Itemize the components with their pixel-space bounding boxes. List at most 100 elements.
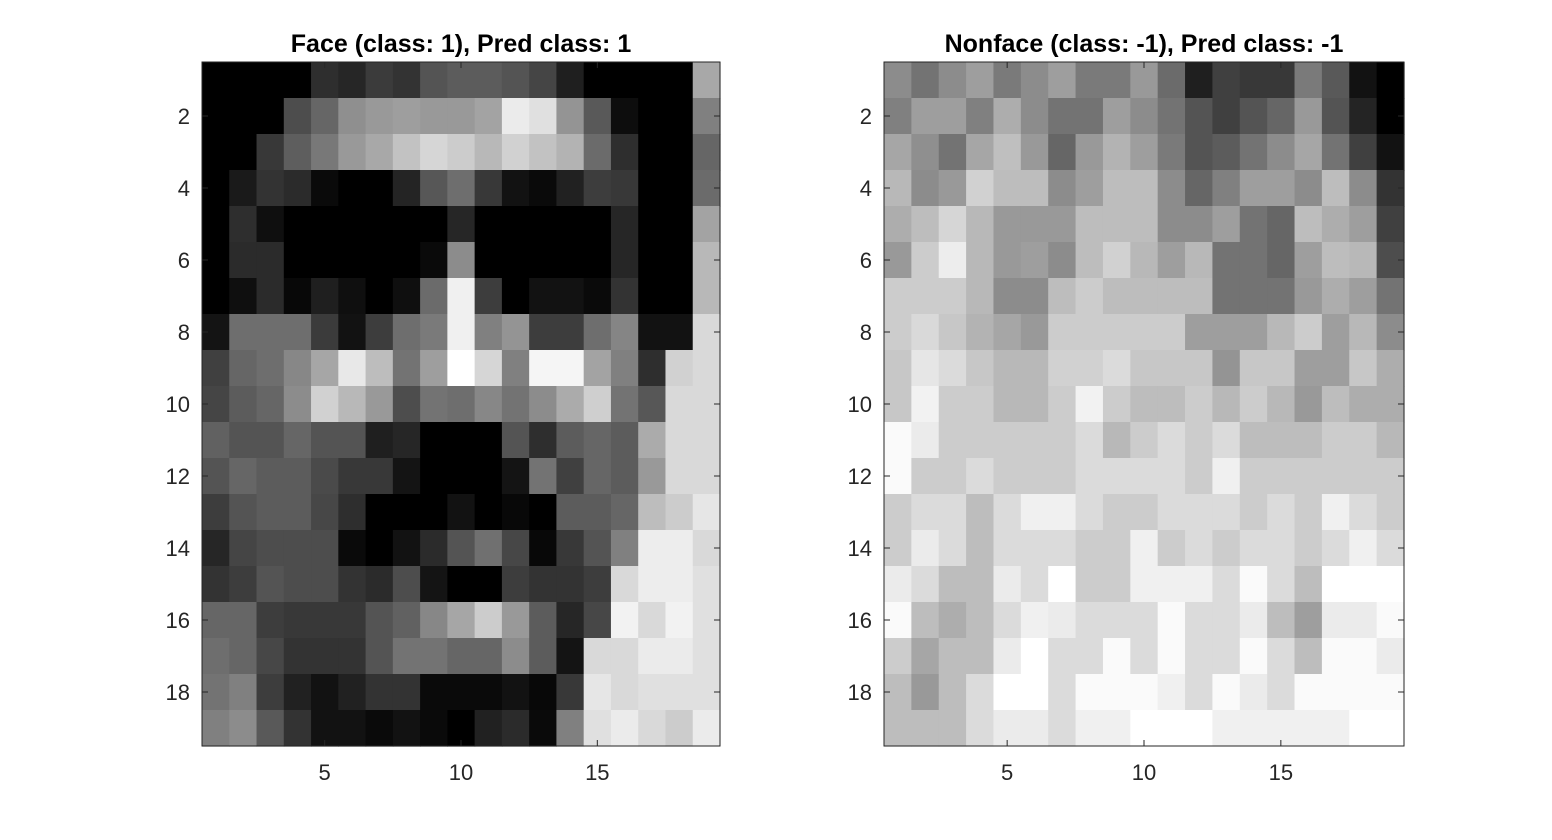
- face-pixel-r15-c16: [610, 566, 639, 603]
- nonface-pixel-r15-c8: [1075, 566, 1104, 603]
- face-pixel-r1-c19: [692, 62, 721, 99]
- nonface-pixel-r15-c9: [1102, 566, 1131, 603]
- face-pixel-r18-c15: [583, 674, 612, 711]
- face-pixel-r15-c11: [474, 566, 503, 603]
- face-x-tick-label-15: 15: [585, 760, 609, 785]
- face-pixel-r10-c4: [283, 386, 312, 423]
- face-pixel-r11-c8: [392, 422, 421, 459]
- face-pixel-r11-c14: [556, 422, 585, 459]
- nonface-pixel-r10-c9: [1102, 386, 1131, 423]
- nonface-pixel-r9-c6: [1020, 350, 1049, 387]
- face-pixel-r8-c2: [229, 314, 258, 351]
- face-pixel-r6-c9: [420, 242, 448, 279]
- nonface-pixel-r19-c8: [1075, 710, 1104, 747]
- face-pixel-r10-c12: [501, 386, 530, 423]
- face-pixel-r12-c3: [256, 458, 285, 495]
- face-pixel-r7-c9: [420, 278, 448, 315]
- face-pixel-r10-c11: [474, 386, 503, 423]
- face-pixel-r3-c10: [447, 134, 476, 171]
- nonface-pixel-r18-c2: [911, 674, 940, 711]
- nonface-pixel-r15-c15: [1267, 566, 1296, 603]
- face-pixel-r12-c13: [529, 458, 558, 495]
- nonface-pixel-r5-c8: [1075, 206, 1104, 243]
- face-pixel-r9-c4: [283, 350, 312, 387]
- nonface-pixel-r14-c4: [966, 530, 995, 567]
- nonface-pixel-r16-c7: [1048, 602, 1077, 639]
- face-pixel-r5-c15: [583, 206, 612, 243]
- face-pixel-r9-c7: [365, 350, 394, 387]
- face-y-tick-label-6: 6: [178, 248, 190, 273]
- nonface-pixel-r8-c4: [966, 314, 995, 351]
- nonface-pixel-r4-c8: [1075, 170, 1104, 207]
- face-pixel-r2-c2: [229, 98, 258, 135]
- face-pixel-r3-c3: [256, 134, 285, 171]
- nonface-pixel-r3-c19: [1376, 134, 1405, 171]
- nonface-pixel-r18-c7: [1048, 674, 1077, 711]
- face-pixel-r1-c15: [583, 62, 612, 99]
- nonface-pixel-r14-c6: [1020, 530, 1049, 567]
- face-pixel-r13-c16: [610, 494, 639, 531]
- nonface-pixel-r18-c8: [1075, 674, 1104, 711]
- face-pixel-r11-c16: [610, 422, 639, 459]
- face-panel: Face (class: 1), Pred class: 1 5 10 15 2 4 6…: [166, 30, 721, 785]
- nonface-pixel-r11-c5: [993, 422, 1022, 459]
- nonface-pixel-r15-c4: [966, 566, 995, 603]
- face-pixel-r3-c4: [283, 134, 312, 171]
- face-pixel-r2-c5: [311, 98, 339, 135]
- face-pixel-r12-c18: [665, 458, 694, 495]
- face-pixel-r8-c5: [311, 314, 339, 351]
- nonface-pixel-r13-c7: [1048, 494, 1077, 531]
- nonface-pixel-r8-c7: [1048, 314, 1077, 351]
- face-pixel-r5-c11: [474, 206, 503, 243]
- face-pixel-r12-c12: [501, 458, 530, 495]
- nonface-pixel-r10-c12: [1185, 386, 1214, 423]
- face-pixel-r17-c10: [447, 638, 476, 675]
- nonface-y-tick-label-18: 18: [848, 680, 872, 705]
- nonface-pixel-r1-c2: [911, 62, 940, 99]
- nonface-pixel-r19-c11: [1157, 710, 1186, 747]
- face-pixel-r8-c16: [610, 314, 639, 351]
- face-pixel-r19-c14: [556, 710, 585, 747]
- nonface-pixel-r7-c12: [1185, 278, 1214, 315]
- face-pixel-r10-c14: [556, 386, 585, 423]
- face-pixel-r1-c10: [447, 62, 476, 99]
- face-pixel-r18-c11: [474, 674, 503, 711]
- face-pixel-r4-c6: [338, 170, 367, 207]
- nonface-pixel-r14-c7: [1048, 530, 1077, 567]
- nonface-pixel-r6-c12: [1185, 242, 1214, 279]
- nonface-pixel-r9-c17: [1321, 350, 1350, 387]
- face-pixel-r16-c16: [610, 602, 639, 639]
- nonface-pixel-r5-c9: [1102, 206, 1131, 243]
- face-pixel-r7-c11: [474, 278, 503, 315]
- face-pixel-r4-c2: [229, 170, 258, 207]
- nonface-pixel-r2-c17: [1321, 98, 1350, 135]
- nonface-pixel-r15-c13: [1212, 566, 1241, 603]
- nonface-pixel-r15-c5: [993, 566, 1022, 603]
- nonface-pixel-r15-c3: [938, 566, 967, 603]
- face-pixel-r8-c3: [256, 314, 285, 351]
- nonface-pixel-r17-c2: [911, 638, 940, 675]
- nonface-pixel-r13-c5: [993, 494, 1022, 531]
- nonface-pixel-r11-c4: [966, 422, 995, 459]
- face-pixel-r2-c3: [256, 98, 285, 135]
- nonface-pixel-r18-c12: [1185, 674, 1214, 711]
- face-pixel-r15-c5: [311, 566, 339, 603]
- face-pixel-r6-c15: [583, 242, 612, 279]
- face-pixel-r18-c9: [420, 674, 448, 711]
- face-pixel-r12-c6: [338, 458, 367, 495]
- face-pixel-r19-c1: [202, 710, 230, 747]
- face-pixel-r11-c12: [501, 422, 530, 459]
- face-pixel-r9-c13: [529, 350, 558, 387]
- nonface-pixel-r8-c6: [1020, 314, 1049, 351]
- face-pixel-r5-c7: [365, 206, 394, 243]
- nonface-pixel-r17-c18: [1349, 638, 1378, 675]
- face-pixel-r4-c16: [610, 170, 639, 207]
- face-pixel-r17-c9: [420, 638, 448, 675]
- nonface-pixel-r15-c1: [884, 566, 912, 603]
- face-pixel-r6-c14: [556, 242, 585, 279]
- face-pixel-r10-c18: [665, 386, 694, 423]
- face-pixel-r14-c4: [283, 530, 312, 567]
- face-pixel-r17-c16: [610, 638, 639, 675]
- nonface-pixel-grid: [884, 62, 1405, 747]
- nonface-panel-title: Nonface (class: -1), Pred class: -1: [945, 30, 1344, 58]
